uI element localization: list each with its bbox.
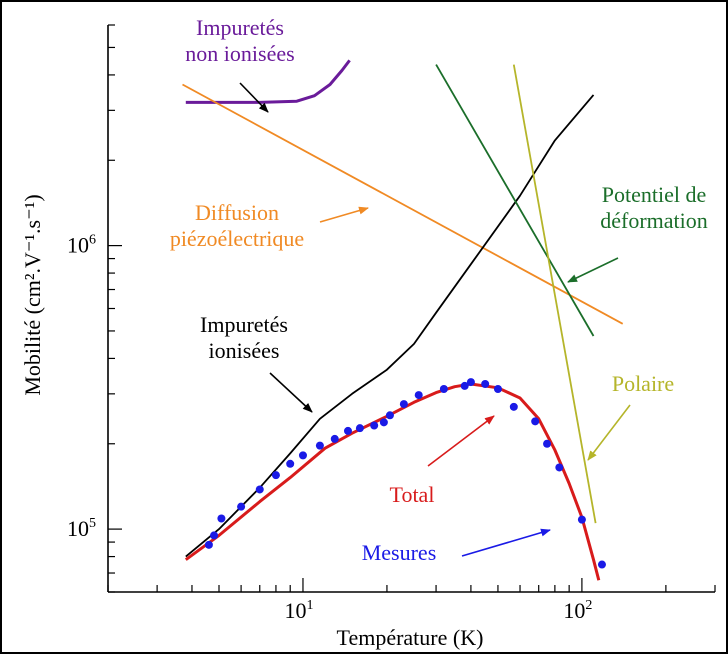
measurement-point xyxy=(204,540,213,549)
measurement-point xyxy=(597,560,606,569)
measurement-point xyxy=(399,400,408,409)
series-line-impuretes-non-ionisees xyxy=(185,59,351,104)
series-line-total xyxy=(184,382,601,581)
measurement-point xyxy=(370,421,379,430)
y-tick-base: 10 xyxy=(67,516,89,541)
x-tick-exponent: 2 xyxy=(585,598,592,613)
measurement-point xyxy=(379,418,388,427)
y-tick-exponent: 5 xyxy=(89,516,96,531)
y-tick-exponent: 6 xyxy=(89,233,96,248)
label-impuretes-non-ionisees: Impuretés non ionisées xyxy=(185,15,294,66)
label-potentiel-de-deformation: Potentiel de déformation xyxy=(600,182,708,233)
y-axis-title: Mobilité (cm².V⁻¹.s⁻¹) xyxy=(20,194,45,395)
label-line: non ionisées xyxy=(185,41,294,66)
x-tick-exponent: 1 xyxy=(306,598,313,613)
measurement-point xyxy=(481,379,490,388)
series-line-potentiel-de-deformation xyxy=(435,64,595,337)
label-line: Diffusion xyxy=(195,200,279,225)
series-line-polaire xyxy=(512,64,597,524)
x-tick-label: 101 xyxy=(284,598,313,623)
label-line: déformation xyxy=(600,208,708,233)
arrow-piezo xyxy=(319,206,369,223)
measurement-point xyxy=(330,434,339,443)
arrow-ionisees xyxy=(269,372,313,413)
measurement-point xyxy=(271,471,280,480)
label-mesures: Mesures xyxy=(362,540,437,565)
label-line: Total xyxy=(390,482,435,507)
label-line: Mesures xyxy=(362,540,437,565)
measurement-point xyxy=(217,514,226,523)
measurement-point xyxy=(509,402,518,411)
measurement-point xyxy=(355,424,364,433)
measurement-point xyxy=(555,463,564,472)
points-layer xyxy=(204,378,606,569)
label-total: Total xyxy=(390,482,435,507)
measurement-point xyxy=(255,485,264,494)
measurement-point xyxy=(414,391,423,400)
measurement-point xyxy=(237,502,246,511)
measurement-point xyxy=(577,515,586,524)
x-tick-base: 10 xyxy=(563,598,585,623)
x-tick-base: 10 xyxy=(284,598,306,623)
label-line: ionisées xyxy=(209,338,280,363)
label-line: piézoélectrique xyxy=(170,226,304,251)
y-tick-label: 105 xyxy=(67,516,96,541)
measurement-point xyxy=(210,531,219,540)
arrow-deformation xyxy=(567,257,619,283)
label-diffusion-piezoelectrique: Diffusion piézoélectrique xyxy=(170,200,304,251)
annotation-arrows xyxy=(239,82,631,557)
label-polaire: Polaire xyxy=(612,371,674,396)
label-line: Polaire xyxy=(612,371,674,396)
y-tick-base: 10 xyxy=(67,233,89,258)
label-line: Potentiel de xyxy=(602,182,706,207)
measurement-point xyxy=(286,459,295,468)
y-tick-label: 106 xyxy=(67,233,96,258)
label-line: Impuretés xyxy=(200,312,288,337)
measurement-point xyxy=(466,378,475,387)
measurement-point xyxy=(315,441,324,450)
series-line-diffusion-piezoelectrique xyxy=(182,83,624,325)
measurement-point xyxy=(298,451,307,460)
arrow-total xyxy=(427,415,495,467)
arrow-non-ionisees xyxy=(239,82,269,113)
measurement-point xyxy=(493,385,502,394)
measurement-point xyxy=(543,439,552,448)
measurement-point xyxy=(439,385,448,394)
measurement-point xyxy=(531,417,540,426)
label-impuretes-ionisees: Impuretés ionisées xyxy=(200,312,288,363)
arrow-polaire xyxy=(587,404,631,461)
measurement-point xyxy=(343,426,352,435)
x-tick-label: 102 xyxy=(563,598,592,623)
measurement-point xyxy=(385,411,394,420)
label-line: Impuretés xyxy=(196,15,284,40)
measurement-point xyxy=(460,381,469,390)
x-axis-title: Température (K) xyxy=(337,625,484,650)
arrow-mesures xyxy=(461,528,551,557)
